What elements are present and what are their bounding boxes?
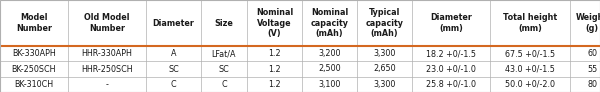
Text: 1.2: 1.2 xyxy=(268,80,281,89)
Text: Model
Number: Model Number xyxy=(16,13,52,33)
Text: 60: 60 xyxy=(587,49,597,58)
Text: Size: Size xyxy=(215,18,233,28)
Text: 3,200: 3,200 xyxy=(318,49,341,58)
Text: HHR-330APH: HHR-330APH xyxy=(82,49,133,58)
Text: HHR-250SCH: HHR-250SCH xyxy=(81,64,133,74)
Text: C: C xyxy=(170,80,176,89)
Text: 80: 80 xyxy=(587,80,597,89)
Text: Diameter
(mm): Diameter (mm) xyxy=(430,13,472,33)
Text: 18.2 +0/-1.5: 18.2 +0/-1.5 xyxy=(426,49,476,58)
Text: 50.0 +0/-2.0: 50.0 +0/-2.0 xyxy=(505,80,555,89)
Text: Old Model
Number: Old Model Number xyxy=(84,13,130,33)
Text: BK-310CH: BK-310CH xyxy=(14,80,53,89)
Text: Typical
capacity
(mAh): Typical capacity (mAh) xyxy=(365,8,404,38)
Text: SC: SC xyxy=(218,64,229,74)
Text: Weight
(g): Weight (g) xyxy=(576,13,600,33)
Text: Nominal
capacity
(mAh): Nominal capacity (mAh) xyxy=(311,8,349,38)
Text: BK-250SCH: BK-250SCH xyxy=(12,64,56,74)
Text: 55: 55 xyxy=(587,64,597,74)
Text: 43.0 +0/-1.5: 43.0 +0/-1.5 xyxy=(505,64,555,74)
Text: 67.5 +0/-1.5: 67.5 +0/-1.5 xyxy=(505,49,555,58)
Text: SC: SC xyxy=(168,64,179,74)
Text: 25.8 +0/-1.0: 25.8 +0/-1.0 xyxy=(426,80,476,89)
Text: 1.2: 1.2 xyxy=(268,64,281,74)
Text: A: A xyxy=(171,49,176,58)
Text: 2,500: 2,500 xyxy=(318,64,341,74)
Text: C: C xyxy=(221,80,227,89)
Text: BK-330APH: BK-330APH xyxy=(12,49,56,58)
Text: Nominal
Voltage
(V): Nominal Voltage (V) xyxy=(256,8,293,38)
Text: 2,650: 2,650 xyxy=(373,64,396,74)
Text: Diameter: Diameter xyxy=(152,18,194,28)
Text: Total height
(mm): Total height (mm) xyxy=(503,13,557,33)
Text: 1.2: 1.2 xyxy=(268,49,281,58)
Text: LFat/A: LFat/A xyxy=(212,49,236,58)
Text: -: - xyxy=(106,80,109,89)
Text: 23.0 +0/-1.0: 23.0 +0/-1.0 xyxy=(426,64,476,74)
Text: 3,300: 3,300 xyxy=(373,49,395,58)
Text: 3,100: 3,100 xyxy=(319,80,341,89)
Text: 3,300: 3,300 xyxy=(373,80,395,89)
